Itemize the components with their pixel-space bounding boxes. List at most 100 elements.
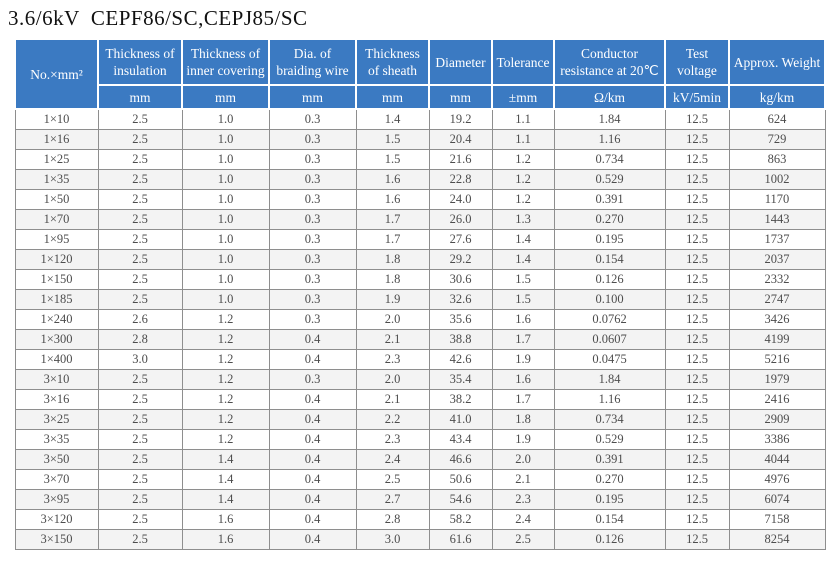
unit-tolerance: ±mm [491, 84, 555, 110]
header-unit-row: mm mm mm mm mm ±mm Ω/km kV/5min kg/km [15, 84, 826, 110]
table-cell: 0.3 [268, 309, 357, 330]
table-cell: 38.2 [428, 389, 493, 410]
table-cell: 12.5 [664, 409, 730, 430]
table-cell: 1.5 [355, 149, 430, 170]
table-cell: 26.0 [428, 209, 493, 230]
table-cell: 3×70 [14, 469, 99, 490]
table-cell: 3×50 [14, 449, 99, 470]
table-cell: 3.0 [355, 529, 430, 550]
table-cell: 1×185 [14, 289, 99, 310]
table-row: 1×70 2.5 1.0 0.3 1.7 26.0 1.3 0.270 12.5 1443 [14, 209, 826, 230]
col-header-diameter: Diameter [428, 38, 493, 86]
table-cell: 0.126 [553, 269, 666, 290]
table-cell: 0.3 [268, 249, 357, 270]
table-cell: 2.0 [355, 309, 430, 330]
table-cell: 24.0 [428, 189, 493, 210]
table-cell: 3×10 [14, 369, 99, 390]
unit-diameter: mm [428, 84, 493, 110]
table-cell: 2.0 [355, 369, 430, 390]
table-row: 1×120 2.5 1.0 0.3 1.8 29.2 1.4 0.154 12.5 2037 [14, 249, 826, 270]
page-title: 3.6/6kV CEPF86/SC,CEPJ85/SC [8, 6, 308, 30]
table-cell: 1×300 [14, 329, 99, 350]
table-cell: 0.3 [268, 209, 357, 230]
cable-spec-table: No.×mm² Thickness of insulation Thicknes… [14, 38, 826, 550]
table-cell: 2.2 [355, 409, 430, 430]
table-cell: 1.5 [491, 289, 555, 310]
table-cell: 2.6 [97, 309, 183, 330]
table-cell: 2.5 [97, 389, 183, 410]
table-cell: 2.4 [355, 449, 430, 470]
table-cell: 1.4 [491, 229, 555, 250]
table-cell: 0.126 [553, 529, 666, 550]
table-cell: 0.4 [268, 529, 357, 550]
table-cell: 1.2 [491, 149, 555, 170]
table-row: 1×16 2.5 1.0 0.3 1.5 20.4 1.1 1.16 12.5 729 [14, 129, 826, 150]
table-cell: 1×70 [14, 209, 99, 230]
table-cell: 2.1 [355, 389, 430, 410]
table-cell: 0.4 [268, 389, 357, 410]
table-cell: 12.5 [664, 489, 730, 510]
table-row: 3×70 2.5 1.4 0.4 2.5 50.6 2.1 0.270 12.5 4976 [14, 469, 826, 490]
table-cell: 2.8 [355, 509, 430, 530]
table-cell: 1.5 [355, 129, 430, 150]
table-cell: 12.5 [664, 149, 730, 170]
table-cell: 0.0762 [553, 309, 666, 330]
table-cell: 2.5 [97, 269, 183, 290]
table-cell: 1.2 [491, 169, 555, 190]
table-cell: 1.16 [553, 129, 666, 150]
table-cell: 2.1 [491, 469, 555, 490]
table-cell: 1.2 [181, 429, 270, 450]
table-cell: 1.16 [553, 389, 666, 410]
table-cell: 0.4 [268, 349, 357, 370]
table-cell: 2.5 [97, 449, 183, 470]
table-row: 1×185 2.5 1.0 0.3 1.9 32.6 1.5 0.100 12.5 2747 [14, 289, 826, 310]
table-cell: 4976 [728, 469, 826, 490]
table-cell: 4199 [728, 329, 826, 350]
table-cell: 1.7 [491, 329, 555, 350]
table-cell: 35.4 [428, 369, 493, 390]
table-cell: 12.5 [664, 309, 730, 330]
table-cell: 1.4 [355, 108, 430, 130]
table-cell: 1170 [728, 189, 826, 210]
table-cell: 0.529 [553, 169, 666, 190]
table-cell: 1×16 [14, 129, 99, 150]
table-cell: 1.0 [181, 289, 270, 310]
table-cell: 2.1 [355, 329, 430, 350]
table-cell: 1.7 [355, 209, 430, 230]
table-cell: 1.84 [553, 108, 666, 130]
table-cell: 0.4 [268, 429, 357, 450]
table-cell: 43.4 [428, 429, 493, 450]
table-cell: 0.0475 [553, 349, 666, 370]
table-cell: 0.391 [553, 449, 666, 470]
table-cell: 1.6 [355, 189, 430, 210]
table-cell: 7158 [728, 509, 826, 530]
table-row: 3×25 2.5 1.2 0.4 2.2 41.0 1.8 0.734 12.5 2909 [14, 409, 826, 430]
table-cell: 1.9 [491, 429, 555, 450]
table-cell: 1.3 [491, 209, 555, 230]
table-cell: 0.391 [553, 189, 666, 210]
table-cell: 20.4 [428, 129, 493, 150]
table-cell: 12.5 [664, 369, 730, 390]
table-cell: 1.2 [181, 309, 270, 330]
table-cell: 0.3 [268, 269, 357, 290]
table-cell: 0.3 [268, 149, 357, 170]
unit-sheath: mm [355, 84, 430, 110]
table-cell: 12.5 [664, 389, 730, 410]
table-row: 1×10 2.5 1.0 0.3 1.4 19.2 1.1 1.84 12.5 624 [14, 108, 826, 130]
table-cell: 6074 [728, 489, 826, 510]
table-cell: 1.0 [181, 269, 270, 290]
table-cell: 0.3 [268, 108, 357, 130]
table-cell: 2.5 [355, 469, 430, 490]
table-cell: 2909 [728, 409, 826, 430]
table-cell: 0.100 [553, 289, 666, 310]
table-cell: 1.5 [491, 269, 555, 290]
table-cell: 1×10 [14, 108, 99, 130]
col-header-braiding-wire: Dia. of braiding wire [268, 38, 357, 86]
table-cell: 2.5 [97, 369, 183, 390]
unit-resistance: Ω/km [553, 84, 666, 110]
table-cell: 3.0 [97, 349, 183, 370]
table-cell: 1.7 [355, 229, 430, 250]
table-cell: 1.4 [181, 449, 270, 470]
col-header-weight: Approx. Weight [728, 38, 826, 86]
col-header-insulation: Thickness of insulation [97, 38, 183, 86]
